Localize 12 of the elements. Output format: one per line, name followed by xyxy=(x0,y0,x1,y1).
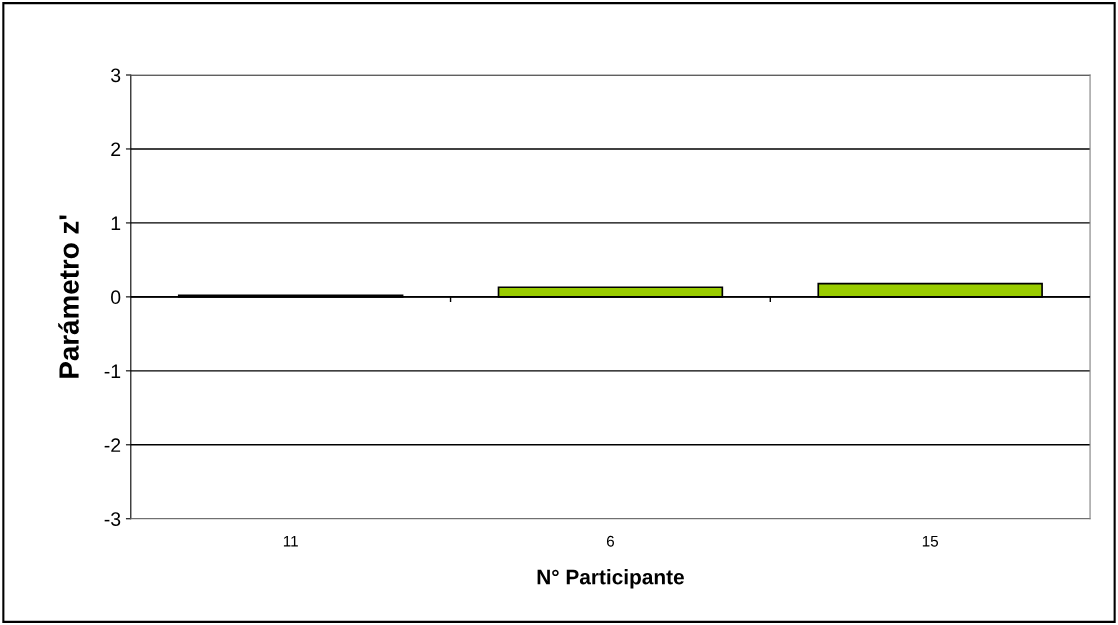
y-tick-label: -1 xyxy=(104,364,121,378)
x-tick-label: 11 xyxy=(283,535,298,547)
y-tick-label: 0 xyxy=(111,290,121,305)
y-tick-label: 1 xyxy=(111,216,121,230)
y-tick-label: -3 xyxy=(104,512,121,526)
x-tick-label: 6 xyxy=(606,535,615,547)
x-axis-title: N° Participante xyxy=(537,569,684,589)
y-axis-title: Parámetro z' xyxy=(58,215,79,378)
y-tick-label: -2 xyxy=(104,438,121,452)
y-tick-label: 3 xyxy=(111,68,121,83)
y-tick-label: 2 xyxy=(111,142,121,156)
x-tick-label: 15 xyxy=(922,535,939,547)
